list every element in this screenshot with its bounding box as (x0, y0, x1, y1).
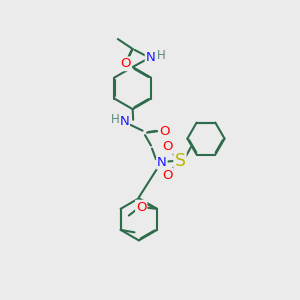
Text: H: H (157, 49, 165, 62)
Text: N: N (146, 51, 155, 64)
Text: H: H (110, 113, 119, 126)
Text: O: O (159, 125, 169, 138)
Text: N: N (157, 156, 167, 169)
Text: S: S (175, 152, 185, 170)
Text: O: O (121, 57, 131, 70)
Text: O: O (162, 169, 173, 182)
Text: O: O (162, 140, 173, 153)
Text: O: O (136, 201, 146, 214)
Text: N: N (119, 115, 129, 128)
